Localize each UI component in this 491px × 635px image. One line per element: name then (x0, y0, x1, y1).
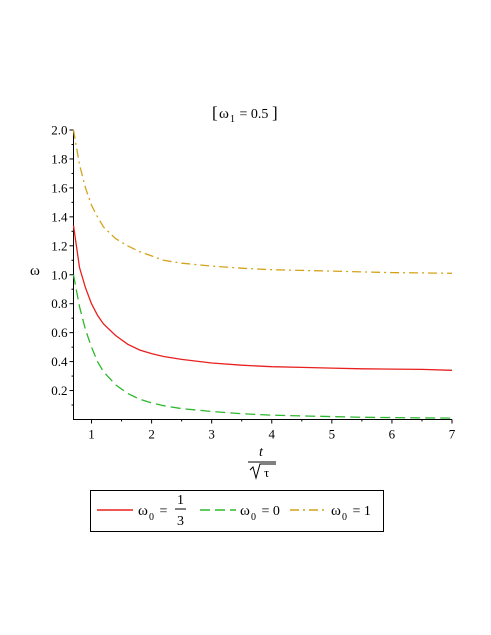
y-axis-label: ω (30, 263, 40, 279)
x-tick-label: 6 (389, 427, 396, 442)
series-line-0 (72, 225, 453, 371)
legend-1-symbol: ω (240, 503, 250, 519)
svg-text:[: [ (212, 103, 218, 122)
x-axis-label: t τ (248, 445, 276, 480)
x-ticks: 1 2 3 4 5 6 7 (88, 419, 456, 442)
y-tick-label: 0.8 (51, 296, 67, 311)
series-group (72, 129, 453, 419)
legend-2-subscript: 0 (342, 512, 347, 523)
sqrt-icon (249, 463, 276, 480)
y-tick-label: 1.2 (51, 238, 67, 253)
legend-2-eq: = 1 (349, 504, 371, 519)
y-tick-label: 0.6 (51, 325, 68, 340)
legend-0-frac-num: 1 (177, 493, 184, 508)
legend-0-frac-den: 3 (177, 514, 184, 529)
title-rest: = 0.5 (236, 107, 268, 122)
y-ticks: 0.2 0.4 0.6 0.8 1.0 1.2 1.4 1.6 1.8 2.0 (51, 123, 74, 406)
legend-1-eq: = 0 (258, 504, 280, 519)
y-tick-label: 0.4 (51, 354, 68, 369)
series-line-2 (72, 129, 453, 274)
y-tick-label: 1.8 (51, 151, 67, 166)
legend-0-eq: = (156, 504, 171, 519)
legend-2-symbol: ω (331, 503, 341, 519)
x-label-numerator: t (259, 445, 264, 460)
x-label-denominator: τ (264, 465, 269, 480)
title-subscript: 1 (230, 114, 235, 125)
x-tick-label: 1 (88, 427, 95, 442)
legend-box (90, 490, 384, 532)
x-tick-label: 4 (269, 427, 276, 442)
x-tick-label: 3 (208, 427, 215, 442)
y-tick-label: 1.6 (51, 180, 68, 195)
chart-title: [ ω 1 = 0.5 ] (212, 103, 278, 125)
svg-text:]: ] (272, 103, 278, 122)
legend: ω 0 = 1 3 ω 0 = 0 ω 0 = 1 (90, 490, 384, 532)
x-tick-label: 5 (329, 427, 336, 442)
title-symbol: ω (219, 106, 229, 122)
y-tick-label: 0.2 (51, 383, 67, 398)
legend-1-subscript: 0 (251, 512, 256, 523)
x-tick-label: 2 (148, 427, 155, 442)
legend-0-subscript: 0 (149, 512, 154, 523)
series-line-1 (72, 274, 453, 419)
y-tick-label: 2.0 (51, 123, 67, 138)
legend-0-symbol: ω (138, 503, 148, 519)
x-tick-label: 7 (449, 427, 456, 442)
y-tick-label: 1.0 (51, 267, 67, 282)
y-tick-label: 1.4 (51, 209, 68, 224)
